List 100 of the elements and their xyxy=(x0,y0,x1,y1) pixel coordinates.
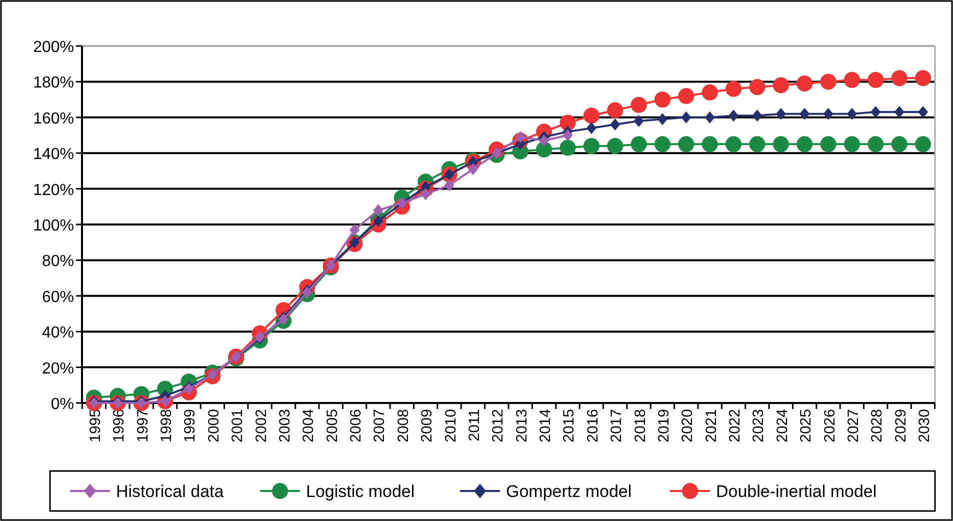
point xyxy=(915,136,931,152)
x-tick-label: 2018 xyxy=(632,409,649,442)
x-tick-label: 2007 xyxy=(371,409,388,442)
point xyxy=(350,224,360,236)
point xyxy=(820,74,836,90)
point xyxy=(654,92,670,108)
x-tick-label: 2020 xyxy=(679,409,696,442)
x-tick-label: 1999 xyxy=(182,409,199,442)
x-tick-label: 2008 xyxy=(394,409,412,442)
point xyxy=(823,108,834,120)
legend-label: Historical data xyxy=(116,482,224,501)
y-tick-label: 120% xyxy=(33,182,74,199)
x-tick-label: 2000 xyxy=(205,409,222,442)
point xyxy=(586,122,596,134)
point xyxy=(915,70,931,86)
y-tick-label: 80% xyxy=(42,253,74,270)
point xyxy=(444,179,454,192)
y-tick-label: 60% xyxy=(42,288,74,306)
y-tick-label: 20% xyxy=(42,360,74,378)
point xyxy=(891,136,908,152)
point xyxy=(728,110,739,122)
y-tick-label: 0% xyxy=(50,396,74,413)
x-tick-label: 2017 xyxy=(608,409,626,442)
point xyxy=(583,108,600,124)
x-tick-label: 2026 xyxy=(821,409,838,442)
x-tick-label: 2027 xyxy=(844,409,862,442)
point xyxy=(657,113,668,126)
y-tick-label: 200% xyxy=(33,39,74,56)
x-tick-label: 2023 xyxy=(750,409,768,442)
point xyxy=(772,77,789,94)
x-tick-label: 2006 xyxy=(348,409,365,442)
x-tick-label: 2009 xyxy=(418,409,436,442)
point xyxy=(749,79,766,96)
x-tick-label: 2028 xyxy=(868,409,886,442)
point xyxy=(630,136,647,152)
x-tick-label: 2003 xyxy=(276,409,294,442)
x-tick-label: 2011 xyxy=(466,409,483,442)
point xyxy=(373,204,384,216)
x-tick-label: 2002 xyxy=(252,409,270,442)
x-tick-label: 1997 xyxy=(134,409,152,442)
y-tick-label: 140% xyxy=(33,146,74,164)
point xyxy=(846,108,857,120)
point xyxy=(726,136,742,152)
point xyxy=(630,96,647,113)
x-tick-label: 1996 xyxy=(110,409,128,442)
point xyxy=(868,72,884,88)
point xyxy=(772,136,789,152)
y-tick-label: 40% xyxy=(42,324,74,342)
point xyxy=(726,80,742,97)
x-tick-label: 2001 xyxy=(229,409,246,442)
point xyxy=(918,106,928,118)
point xyxy=(607,138,624,154)
legend-label: Logistic model xyxy=(306,482,415,501)
point xyxy=(796,75,813,92)
x-tick-label: 2004 xyxy=(300,409,318,442)
point xyxy=(539,134,550,147)
point xyxy=(562,129,573,142)
point xyxy=(796,136,813,152)
point xyxy=(702,84,718,100)
x-tick-label: 2016 xyxy=(584,409,602,442)
x-tick-label: 2019 xyxy=(655,409,672,442)
x-tick-label: 2010 xyxy=(442,409,460,442)
x-tick-label: 2014 xyxy=(537,409,554,442)
point xyxy=(844,136,860,152)
y-tick-label: 100% xyxy=(33,218,74,234)
point xyxy=(704,111,715,124)
legend-label: Gompertz model xyxy=(506,482,632,501)
x-tick-label: 2022 xyxy=(726,409,744,442)
legend-label: Double-inertial model xyxy=(716,482,877,501)
point xyxy=(870,106,881,118)
x-tick-label: 2030 xyxy=(916,409,933,442)
point xyxy=(820,136,836,152)
x-tick-label: 2029 xyxy=(892,409,910,442)
point xyxy=(678,136,694,152)
point xyxy=(607,102,624,118)
y-tick-label: 180% xyxy=(33,74,74,92)
point xyxy=(654,136,670,152)
point xyxy=(749,136,766,152)
point xyxy=(610,118,620,131)
point xyxy=(560,140,576,156)
point xyxy=(678,88,694,104)
x-tick-label: 2024 xyxy=(774,409,791,442)
point xyxy=(868,136,884,152)
point xyxy=(752,110,762,122)
point xyxy=(634,114,644,127)
x-tick-label: 1998 xyxy=(158,409,176,442)
point xyxy=(536,142,552,158)
y-tick-label: 160% xyxy=(33,110,74,128)
point xyxy=(844,72,860,88)
x-tick-label: 2025 xyxy=(798,409,815,442)
x-tick-label: 1995 xyxy=(87,409,104,442)
x-tick-label: 2015 xyxy=(560,409,578,442)
point xyxy=(776,108,786,120)
x-tick-label: 2012 xyxy=(490,409,507,442)
point xyxy=(894,106,904,118)
point xyxy=(468,163,478,176)
point xyxy=(583,138,600,154)
x-tick-label: 2005 xyxy=(324,409,341,442)
x-tick-label: 2013 xyxy=(513,409,530,442)
x-tick-label: 2021 xyxy=(702,409,720,442)
